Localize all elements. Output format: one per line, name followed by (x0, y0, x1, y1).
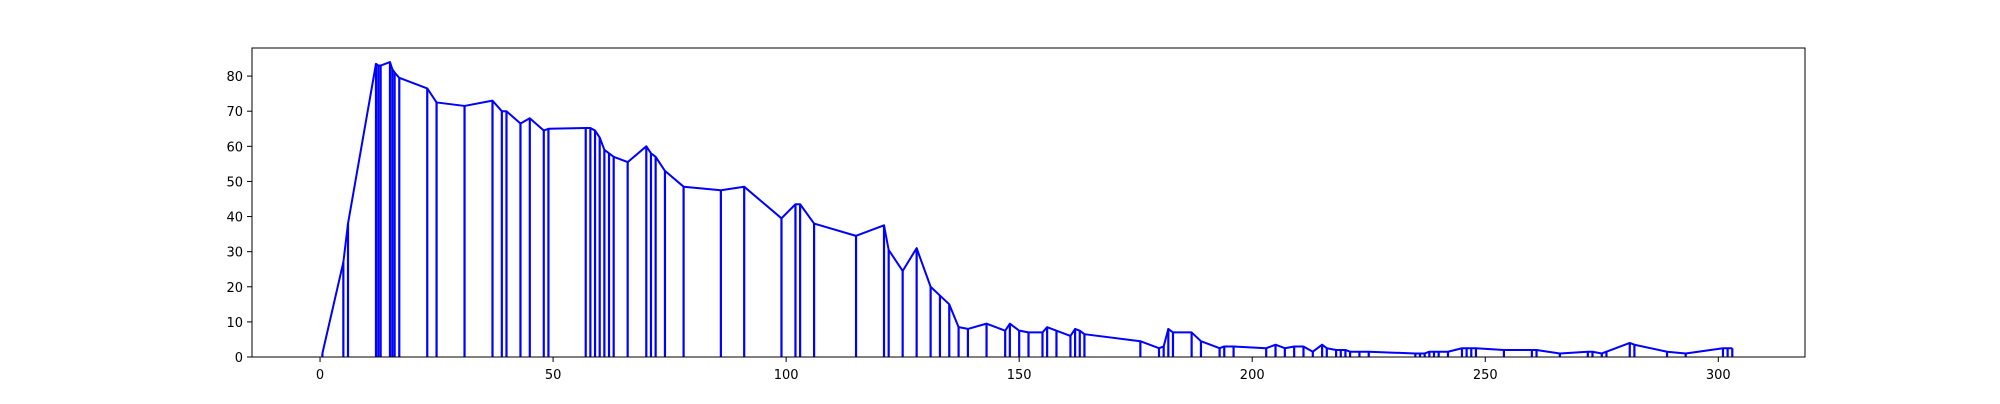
y-tick-label: 50 (226, 175, 243, 190)
x-tick-label: 50 (545, 368, 562, 383)
stems-layer (321, 62, 1734, 357)
y-tick-label: 70 (226, 105, 243, 120)
y-tick-label: 40 (226, 211, 243, 226)
y-tick-label: 20 (226, 281, 243, 296)
x-tick-label: 300 (1706, 368, 1731, 383)
x-tick-label: 100 (774, 368, 799, 383)
series-line-0 (321, 61, 1733, 355)
y-tick-label: 60 (226, 140, 243, 155)
axes-layer (251, 47, 1806, 358)
y-tick-label: 10 (226, 316, 243, 331)
series-layer (321, 61, 1733, 355)
y-tick-label: 80 (226, 70, 243, 85)
ticks-layer: 0 50 100 150 200 250 300 0 10 20 30 40 50 60 70 80 (226, 70, 1730, 383)
x-tick-label: 200 (1240, 368, 1265, 383)
x-tick-label: 250 (1473, 368, 1498, 383)
x-tick-label: 150 (1007, 368, 1032, 383)
plot-frame (251, 47, 1806, 358)
x-tick-label: 0 (316, 368, 324, 383)
y-tick-label: 30 (226, 246, 243, 261)
y-tick-label: 0 (235, 351, 243, 366)
